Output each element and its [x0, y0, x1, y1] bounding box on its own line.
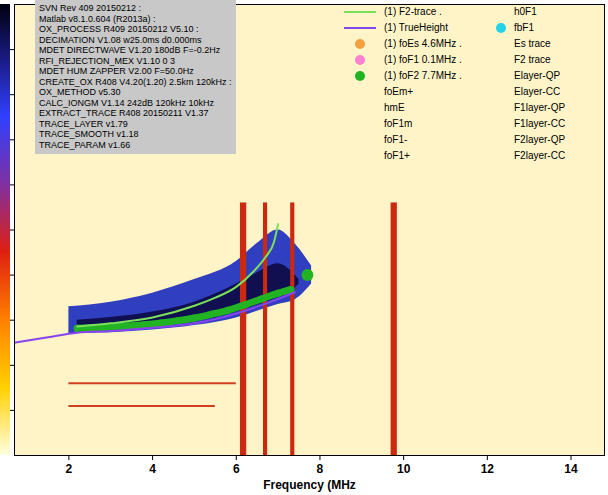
html-text:foEm+: foEm+: [384, 86, 414, 97]
html-text:Elayer-CC: Elayer-CC: [514, 86, 561, 97]
html-text:DECIMATION V1.08 w25.0ms d0.00: DECIMATION V1.08 w25.0ms d0.000ms: [39, 34, 202, 45]
html-text:(1) foF1 0.1MHz .: (1) foF1 0.1MHz .: [384, 54, 462, 65]
html-text:CALC_IONGM V1.14 242dB 120kHz: CALC_IONGM V1.14 242dB 120kHz 10kHz: [39, 97, 215, 108]
html-text:TRACE_PARAM v1.66: TRACE_PARAM v1.66: [39, 139, 131, 150]
html-text:SVN Rev 409 20150212 :: SVN Rev 409 20150212 :: [39, 3, 142, 13]
html-text:F2layer-CC: F2layer-CC: [514, 150, 566, 161]
html-text:F2 trace: F2 trace: [514, 54, 551, 65]
html-text:F2layer-QP: F2layer-QP: [514, 134, 566, 145]
html-text:(1) TrueHeight: (1) TrueHeight: [384, 22, 448, 33]
html-text:Matlab v8.1.0.604 (R2013a) :: Matlab v8.1.0.604 (R2013a) :: [39, 13, 156, 24]
svg-text:12: 12: [481, 462, 495, 476]
html-text:OX_METHOD v5.30: OX_METHOD v5.30: [39, 87, 121, 97]
html-text:MDET DIRECTWAVE V1.20 180dB F=: MDET DIRECTWAVE V1.20 180dB F=-0.2Hz: [39, 45, 221, 55]
svg-text:2: 2: [66, 462, 73, 476]
svg-text:6: 6: [233, 462, 240, 476]
html-text:hmE: hmE: [384, 102, 405, 113]
html-text:TRACE_SMOOTH v1.18: TRACE_SMOOTH v1.18: [39, 129, 139, 139]
html-text:foF1-: foF1-: [384, 134, 408, 145]
html-text:MDET HUM ZAPPER V2.00 F=50.0Hz: MDET HUM ZAPPER V2.00 F=50.0Hz: [39, 66, 194, 76]
svg-text:10: 10: [397, 462, 411, 476]
svg-text:14: 14: [564, 462, 578, 476]
html-text:fbF1: fbF1: [514, 22, 534, 33]
html-text:RFI_REJECTION_MEX V1.10 0 3: RFI_REJECTION_MEX V1.10 0 3: [39, 55, 175, 66]
html-text:(1) F2-trace .: (1) F2-trace .: [384, 6, 442, 17]
svg-text:4: 4: [149, 462, 156, 476]
html-text:(1) foEs 4.6MHz .: (1) foEs 4.6MHz .: [384, 38, 462, 49]
html-text:h0F1: h0F1: [514, 6, 537, 17]
html-text:Es trace: Es trace: [514, 38, 551, 49]
html-text:Elayer-QP: Elayer-QP: [514, 70, 561, 81]
html-text:TRACE_LAYER v1.79: TRACE_LAYER v1.79: [39, 118, 128, 129]
html-text:F1layer-CC: F1layer-CC: [514, 118, 566, 129]
svg-text:Frequency (MHz: Frequency (MHz: [263, 478, 356, 492]
html-text:foF1m: foF1m: [384, 118, 413, 129]
html-text:F1layer-QP: F1layer-QP: [514, 102, 566, 113]
html-text:EXTRACT_TRACE R408 20150211 V1: EXTRACT_TRACE R408 20150211 V1.37: [39, 108, 209, 118]
html-text:CREATE_OX R408 V4.20(1.20) 2.5: CREATE_OX R408 V4.20(1.20) 2.5km 120kHz …: [39, 76, 232, 87]
html-text:(1) foF2 7.7MHz .: (1) foF2 7.7MHz .: [384, 70, 462, 81]
html-text:foF1+: foF1+: [384, 150, 410, 161]
html-text:OX_PROCESS R409 20150212 V5.10: OX_PROCESS R409 20150212 V5.10 :: [39, 24, 199, 34]
svg-text:8: 8: [317, 462, 324, 476]
